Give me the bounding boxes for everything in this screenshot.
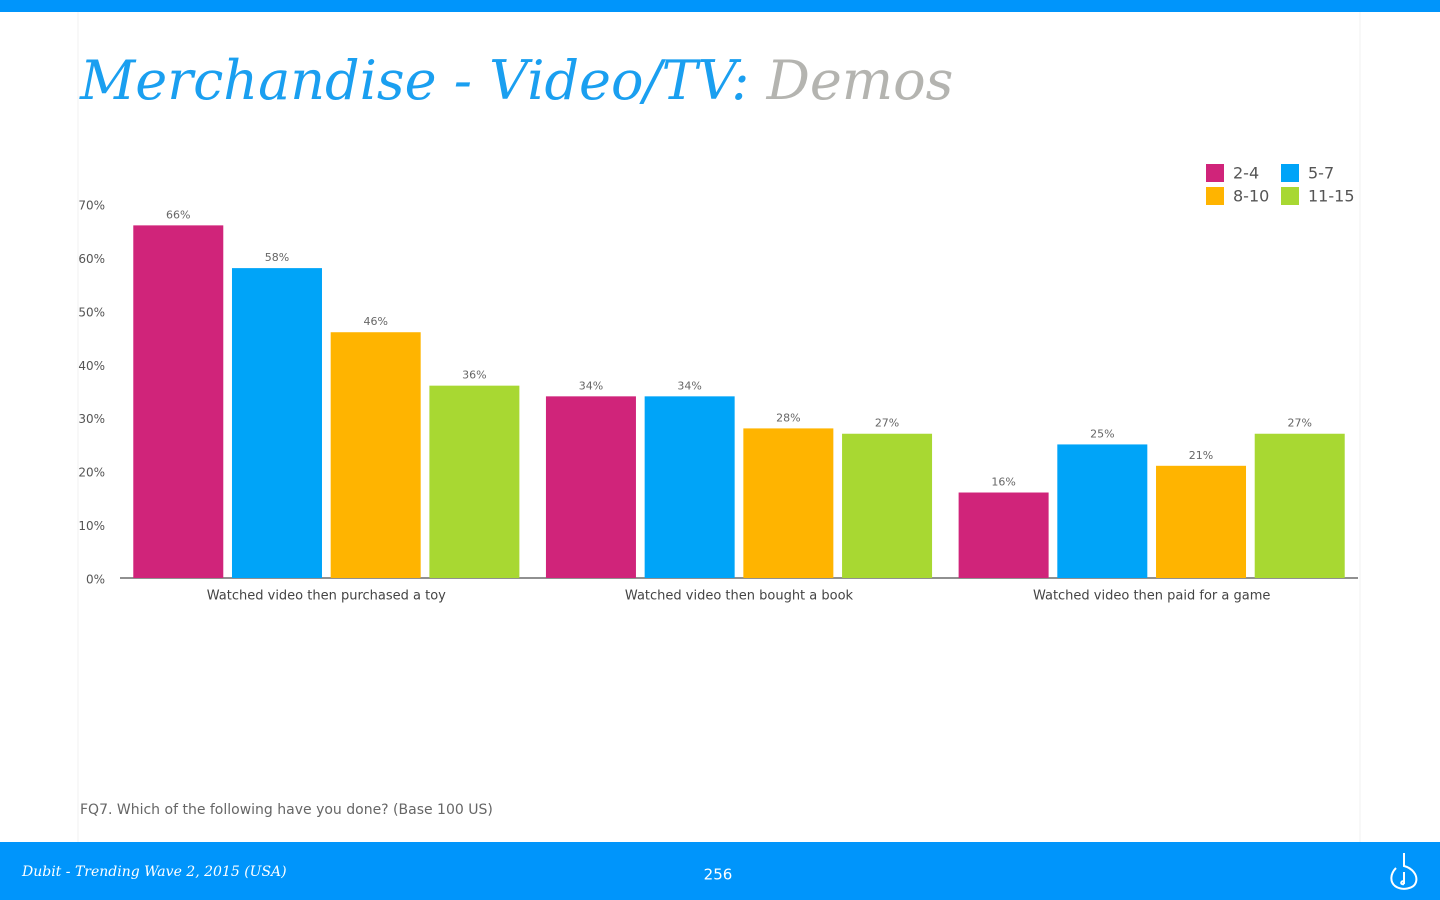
data-label: 36% xyxy=(462,369,486,382)
title-main: Merchandise - Video/TV: xyxy=(79,49,749,112)
data-label: 21% xyxy=(1189,449,1213,462)
data-label: 28% xyxy=(776,411,800,424)
y-tick-label: 40% xyxy=(78,359,105,373)
bar xyxy=(644,396,735,578)
y-tick-label: 20% xyxy=(78,466,105,480)
legend-label: 11-15 xyxy=(1308,187,1355,206)
footer-bar xyxy=(0,842,1440,900)
data-label: 34% xyxy=(677,379,701,392)
legend-label: 2-4 xyxy=(1233,164,1259,183)
note: FQ7. Which of the following have you don… xyxy=(80,802,493,818)
legend-swatch xyxy=(1206,187,1224,205)
bar xyxy=(231,268,322,578)
slide-title: Merchandise - Video/TV: Demos xyxy=(79,49,953,112)
y-tick-label: 10% xyxy=(78,519,105,533)
legend-swatch xyxy=(1281,164,1299,182)
bar xyxy=(743,428,834,578)
logo xyxy=(1390,853,1418,890)
legend-label: 8-10 xyxy=(1233,187,1269,206)
footer-source: Dubit - Trending Wave 2, 2015 (USA) xyxy=(21,864,287,880)
data-label: 34% xyxy=(579,379,603,392)
title-sub: Demos xyxy=(766,49,954,112)
legend-label: 5-7 xyxy=(1308,164,1334,183)
legend-swatch xyxy=(1281,187,1299,205)
y-tick-label: 70% xyxy=(78,199,105,213)
y-tick-label: 60% xyxy=(78,252,105,266)
bar xyxy=(1254,433,1345,578)
y-tick-label: 50% xyxy=(78,305,105,319)
bar xyxy=(842,433,933,578)
data-label: 25% xyxy=(1090,427,1114,440)
data-label: 46% xyxy=(363,315,387,328)
legend-swatch xyxy=(1206,164,1224,182)
bar xyxy=(1156,465,1247,578)
bar xyxy=(545,396,636,578)
bar xyxy=(1057,444,1148,578)
x-tick-label: Watched video then paid for a game xyxy=(1033,589,1270,604)
x-tick-label: Watched video then bought a book xyxy=(625,589,854,604)
page-number: 256 xyxy=(704,866,733,884)
data-label: 16% xyxy=(991,476,1015,489)
y-tick-label: 30% xyxy=(78,412,105,426)
bar xyxy=(429,385,520,578)
top-bar xyxy=(0,0,1440,12)
data-label: 66% xyxy=(166,208,190,221)
data-label: 27% xyxy=(875,417,899,430)
bar xyxy=(133,225,224,578)
data-label: 58% xyxy=(265,251,289,264)
x-tick-label: Watched video then purchased a toy xyxy=(207,589,446,604)
y-tick-label: 0% xyxy=(86,573,105,587)
data-label: 27% xyxy=(1287,417,1311,430)
bar xyxy=(330,332,421,578)
bar xyxy=(958,492,1049,578)
